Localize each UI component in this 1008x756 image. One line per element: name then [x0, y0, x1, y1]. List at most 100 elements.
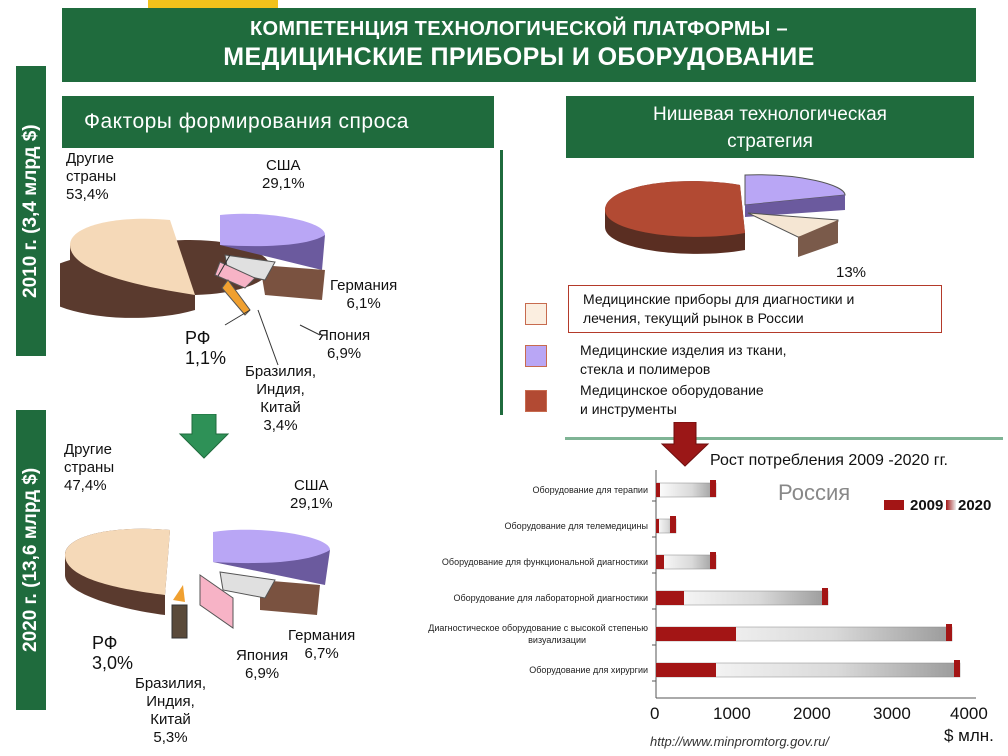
pie-2020-germany-value: 6,7% — [304, 645, 339, 662]
pie-2010-slice-usa — [220, 213, 325, 247]
pie-2010-slice-rf — [221, 279, 251, 316]
pie-2010-slice-germany — [260, 265, 325, 300]
side-label-2020: 2020 г. (13,6 млрд $) — [16, 410, 46, 710]
pie-2010-usa-name: США — [265, 157, 301, 174]
pie-2010-leader-usa — [217, 254, 231, 277]
x-tick-2000: 2000 — [793, 704, 831, 723]
pie-2020-slice-usa — [213, 529, 330, 564]
page-title-banner: КОМПЕТЕНЦИЯ ТЕХНОЛОГИЧЕСКОЙ ПЛАТФОРМЫ – … — [62, 8, 976, 82]
x-tick-0: 0 — [650, 704, 660, 723]
pie-2020-other-value: 47,4% — [64, 477, 107, 494]
pie-2020-other-line1: Другие — [64, 441, 113, 458]
legend-item-equipment: Медицинское оборудование и инструменты — [580, 381, 764, 419]
pie-2020-label-rf: РФ 3,0% — [92, 633, 133, 673]
pie-niche-slice-textile-side — [745, 195, 845, 217]
pie-2010-other-line1: Другие — [66, 150, 115, 167]
pie-2010-leader-lines — [224, 309, 321, 366]
pie-2010-slice-other — [70, 218, 195, 295]
legend-swatch-equipment — [525, 390, 547, 412]
pie-2010-label-other: Другие страны 53,4% — [66, 150, 116, 204]
pie-2020-label-usa: США 29,1% — [290, 477, 333, 513]
factors-title: Факторы формирования спроса — [62, 96, 494, 148]
bar-2009 — [656, 591, 684, 605]
pie-2010-rf-name: РФ — [185, 328, 211, 348]
pie-2010-bic-value: 3,4% — [263, 417, 298, 434]
pie-2010-label-japan: Япония 6,9% — [318, 327, 370, 363]
pie-2010-slice-bic — [214, 261, 256, 289]
legend-devices-line2: лечения, текущий рынок в России — [583, 310, 804, 326]
pie-2010-label-rf: РФ 1,1% — [185, 328, 226, 368]
x-tick-4000: 4000 — [950, 704, 988, 723]
bar-legend-2020-swatch — [946, 500, 956, 510]
x-axis-unit: $ млн. — [944, 726, 994, 745]
pie-2020-other-line2: страны — [64, 459, 115, 476]
pie-2020-bic-line1: Бразилия, — [135, 675, 207, 692]
pie-2020-rf-value: 3,0% — [92, 653, 134, 673]
legend-item-devices: Медицинские приборы для диагностики и ле… — [568, 285, 942, 333]
legend-equipment-line1: Медицинское оборудование — [580, 382, 764, 398]
pie-2010-germany-name: Германия — [330, 277, 398, 294]
pie-2010-usa-value: 29,1% — [262, 175, 305, 192]
side-label-2010-text: 2010 г. (3,4 млрд $) — [20, 124, 41, 298]
category-label: Оборудование для функциональной диагност… — [442, 557, 648, 567]
x-tick-3000: 3000 — [873, 704, 911, 723]
growth-title: Рост потребления 2009 -2020 гг. — [710, 452, 948, 469]
pie-niche — [605, 174, 846, 257]
legend-swatch-devices — [525, 303, 547, 325]
bar-2020-cap — [710, 552, 716, 569]
source-url[interactable]: http://www.minpromtorg.gov.ru/ — [650, 734, 829, 749]
pie-niche-slice-textile — [744, 174, 846, 206]
category-label: Оборудование для лабораторной диагностик… — [453, 593, 648, 603]
pie-2010-other-line2: страны — [66, 168, 117, 185]
niche-title: Нишевая технологическая стратегия — [566, 96, 974, 158]
pie-2020-label-germany: Германия 6,7% — [288, 627, 355, 663]
pie-2020-slice-other — [65, 528, 170, 595]
side-label-2020-text: 2020 г. (13,6 млрд $) — [20, 467, 41, 653]
pie-2010-japan-value: 6,9% — [326, 345, 362, 362]
pie-2020-germany-name: Германия — [288, 627, 356, 644]
bar-2009 — [656, 555, 664, 569]
pie-2020-bic-line3: Китай — [150, 711, 191, 728]
category-label: Диагностическое оборудование с высокой с… — [428, 623, 648, 645]
pie-2020-bic-value: 5,3% — [153, 729, 188, 746]
category-label: Оборудование для хирургии — [529, 665, 648, 675]
pie-2010-label-germany: Германия 6,1% — [330, 277, 397, 313]
legend-item-textile: Медицинские изделия из ткани, стекла и п… — [580, 341, 787, 379]
pie-2020-slice-germany — [260, 580, 320, 615]
pie-2010-other-value: 53,4% — [66, 186, 109, 203]
pie-2020-usa-name: США — [293, 477, 329, 494]
pie-2020-japan-name: Япония — [236, 647, 289, 664]
bar-2020-cap — [710, 480, 716, 497]
bar-chart: Оборудование для терапии Оборудование для… — [428, 470, 976, 699]
bar-2009 — [656, 627, 736, 641]
pie-2010-bic-line2: Индия, — [256, 381, 305, 398]
bar-2020 — [655, 554, 717, 570]
pie-2010-japan-name: Япония — [318, 327, 371, 344]
pie-2010-bic-line3: Китай — [260, 399, 301, 416]
niche-title-line1: Нишевая технологическая — [653, 104, 887, 125]
pie-niche-label: 13% — [836, 264, 867, 281]
pie-2020-label-bic: Бразилия, Индия, Китай 5,3% — [135, 675, 206, 747]
pie-2020-label-other: Другие страны 47,4% — [64, 441, 114, 495]
pie-2020-slice-rf — [171, 604, 188, 639]
bar-legend-2009-label: 2009 — [910, 497, 944, 514]
pie-2010-bic-line1: Бразилия, — [245, 363, 317, 380]
legend-devices-line1: Медицинские приборы для диагностики и — [583, 291, 855, 307]
growth-region: Россия — [778, 480, 851, 505]
bar-legend-2020-label: 2020 — [958, 497, 992, 514]
legend-textile-line2: стекла и полимеров — [580, 361, 711, 377]
page-title-line2: МЕДИЦИНСКИЕ ПРИБОРЫ И ОБОРУДОВАНИЕ — [223, 43, 815, 71]
category-label: Оборудование для терапии — [532, 485, 648, 495]
pie-2020-bic-line2: Индия, — [146, 693, 195, 710]
pie-2020 — [65, 528, 330, 639]
pie-2020-label-japan: Япония 6,9% — [236, 647, 288, 683]
niche-title-line2: стратегия — [727, 131, 813, 152]
pie-2020-japan-value: 6,9% — [244, 665, 280, 682]
category-label: Оборудование для телемедицины — [505, 521, 648, 531]
pie-2010-leader-rf — [224, 309, 251, 326]
bar-2020-cap — [946, 624, 952, 641]
pie-2010-label-usa: США 29,1% — [262, 157, 305, 193]
legend-textile-line1: Медицинские изделия из ткани, — [580, 342, 787, 358]
bar-2020-cap — [670, 516, 676, 533]
pie-2010-rf-value: 1,1% — [185, 348, 227, 368]
